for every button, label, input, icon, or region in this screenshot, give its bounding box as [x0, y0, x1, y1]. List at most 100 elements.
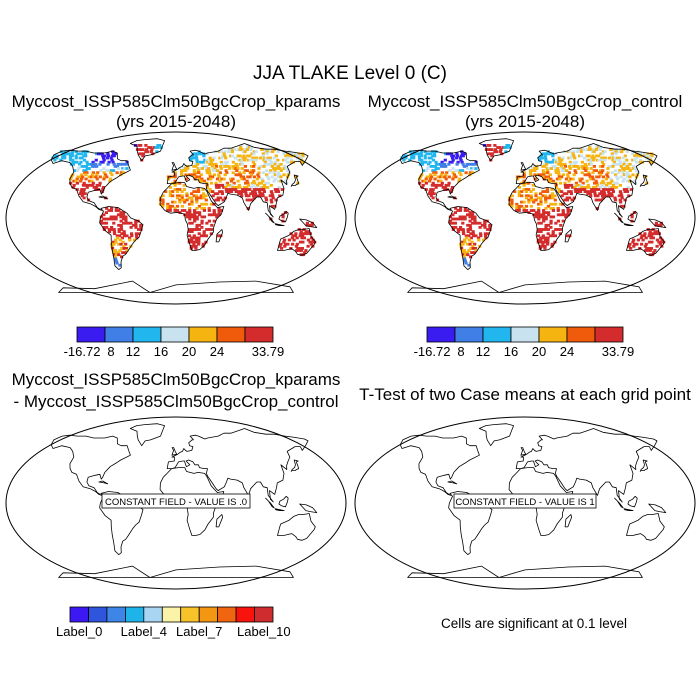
lake-cell: [587, 148, 591, 151]
lake-cell: [110, 207, 114, 210]
lake-cell: [139, 228, 143, 231]
lake-cell: [63, 152, 67, 156]
lake-cell: [451, 158, 455, 162]
lake-cell: [532, 165, 537, 168]
lake-cell: [276, 190, 280, 193]
lake-cell: [662, 240, 666, 244]
lake-cell: [572, 173, 576, 177]
lake-cell: [541, 242, 545, 246]
lake-cell: [302, 236, 306, 240]
lake-cell: [221, 154, 225, 158]
lake-cell: [565, 169, 569, 172]
lake-cell: [238, 148, 242, 151]
lake-cell: [220, 192, 224, 196]
lake-cell: [622, 169, 626, 172]
lake-cell: [156, 144, 160, 147]
lake-cell: [546, 238, 550, 242]
lake-cell: [294, 244, 298, 248]
lake-cell: [557, 188, 561, 191]
lake-cell: [295, 236, 299, 240]
lake-cell: [190, 240, 194, 244]
lake-cell: [289, 160, 294, 164]
lake-cell: [83, 152, 87, 156]
figure-title: JJA TLAKE Level 0 (C): [253, 63, 447, 84]
lake-cell: [168, 186, 173, 189]
lake-cell: [466, 230, 470, 233]
lake-cell: [311, 238, 315, 242]
lake-cell: [451, 171, 455, 175]
lake-cell: [266, 156, 270, 160]
colorbar-swatch: [160, 326, 190, 343]
lake-cell: [276, 158, 280, 162]
lake-cell: [515, 207, 519, 210]
lake-cell: [229, 148, 233, 151]
lake-cell: [619, 192, 623, 196]
lake-cell: [201, 188, 205, 191]
lake-cell: [589, 194, 593, 198]
lake-cell: [217, 207, 221, 210]
lake-cell: [544, 207, 548, 210]
lake-cell: [600, 190, 604, 193]
lake-cell: [85, 160, 89, 164]
lake-cell: [433, 183, 437, 187]
lake-cell: [84, 165, 88, 168]
lake-cell: [195, 171, 199, 175]
lake-cell: [272, 171, 276, 175]
lake-cell: [450, 156, 455, 160]
lake-cell: [556, 219, 560, 223]
lake-cell: [269, 160, 273, 164]
lake-cell: [200, 207, 204, 210]
lake-cell: [611, 148, 615, 151]
lake-cell: [70, 175, 74, 179]
lake-cell: [465, 162, 469, 166]
lake-cell: [101, 188, 105, 191]
lake-cell: [192, 244, 196, 248]
lake-cell: [197, 240, 201, 244]
lake-cell: [207, 167, 211, 170]
lake-cell: [53, 154, 57, 158]
lake-cell: [453, 221, 457, 225]
lake-cell: [455, 162, 459, 166]
lake-cell: [601, 150, 605, 154]
lake-cell: [299, 160, 304, 164]
lake-cell: [205, 202, 209, 206]
lake-cell: [594, 198, 598, 202]
lake-cell: [152, 146, 156, 149]
lake-cell: [119, 171, 123, 175]
lake-cell: [124, 217, 128, 221]
lake-cell: [242, 171, 246, 175]
lake-cell: [104, 221, 108, 225]
lake-cell: [194, 247, 198, 250]
lake-cell: [450, 160, 454, 164]
lake-cell: [166, 177, 171, 181]
lake-cell: [112, 217, 116, 221]
lake-cell: [81, 175, 85, 179]
lake-cell: [543, 240, 547, 244]
lake-cell: [420, 160, 424, 164]
lake-cell: [112, 240, 116, 244]
lake-cell: [200, 202, 204, 206]
lake-cell: [183, 200, 187, 204]
lake-cell: [114, 207, 119, 210]
lake-cell: [122, 230, 126, 233]
lake-cell: [431, 169, 435, 172]
lake-cell: [105, 169, 109, 172]
lake-cell: [531, 169, 535, 172]
lake-cell: [161, 202, 165, 206]
lake-cell: [111, 247, 115, 250]
lake-cell: [427, 175, 431, 179]
lake-cell: [524, 190, 528, 193]
lake-cell: [597, 158, 601, 162]
lake-cell: [615, 181, 619, 185]
lake-cell: [68, 152, 72, 156]
lake-cell: [556, 209, 560, 212]
colorbar-label: 33.79: [252, 344, 285, 359]
lake-cell: [226, 183, 230, 187]
lake-cell: [229, 179, 233, 183]
lake-cell: [615, 156, 619, 160]
lake-cell: [462, 255, 466, 259]
lake-cell: [631, 152, 635, 156]
lake-cell: [241, 156, 245, 160]
lake-cell: [286, 242, 290, 246]
lake-cell: [211, 158, 215, 162]
